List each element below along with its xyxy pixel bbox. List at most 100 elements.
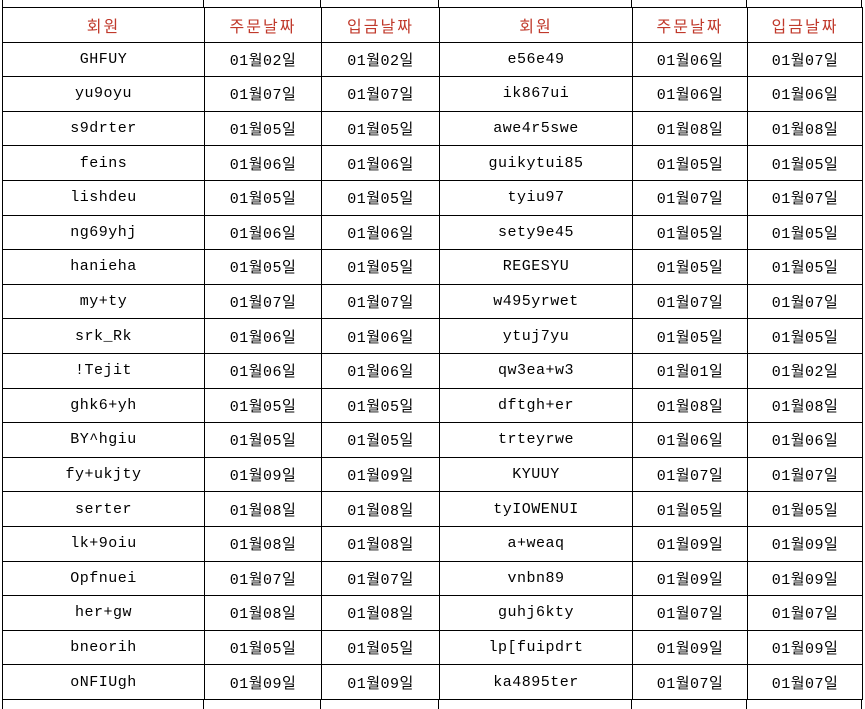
member-cell: KYUUY	[439, 456, 633, 493]
member-cell: BY^hgiu	[2, 422, 205, 458]
order-date-cell: 01월07일	[204, 283, 322, 320]
deposit-date-cell: 01월08일	[321, 491, 440, 527]
order-date-cell: 01월07일	[632, 456, 748, 493]
order-date-cell: 01월06일	[204, 318, 322, 354]
deposit-date-cell: 01월09일	[747, 560, 863, 597]
deposit-date-cell: 01월09일	[321, 664, 440, 700]
deposit-date-cell: 01월07일	[747, 283, 863, 320]
deposit-date-cell: 01월02일	[321, 41, 440, 78]
member-cell: bneorih	[2, 629, 205, 666]
cropped-row-above	[2, 0, 862, 7]
table-body: GHFUY 01월02일 01월02일 e56e49 01월06일 01월07일 yu9oy…	[2, 41, 863, 700]
deposit-date-cell: 01월09일	[747, 629, 863, 666]
member-cell: sety9e45	[439, 214, 633, 251]
order-date-cell: 01월06일	[632, 41, 748, 78]
member-cell: ng69yhj	[2, 214, 205, 251]
order-date-cell: 01월05일	[204, 422, 322, 458]
order-date-cell: 01월06일	[632, 422, 748, 458]
order-date-cell: 01월09일	[632, 525, 748, 562]
deposit-date-cell: 01월07일	[747, 41, 863, 78]
column-header-order-date: 주문날짜	[204, 7, 322, 43]
order-date-cell: 01월06일	[204, 145, 322, 181]
member-cell: fy+ukjty	[2, 456, 205, 493]
order-date-cell: 01월09일	[632, 560, 748, 597]
member-cell: awe4r5swe	[439, 110, 633, 147]
order-date-cell: 01월01일	[632, 352, 748, 389]
table-row: my+ty 01월07일 01월07일 w495yrwet 01월07일 01월07일	[2, 283, 863, 320]
deposit-date-cell: 01월07일	[747, 179, 863, 216]
deposit-date-cell: 01월08일	[747, 387, 863, 424]
deposit-date-cell: 01월06일	[747, 76, 863, 112]
order-date-cell: 01월05일	[632, 491, 748, 527]
member-cell: Opfnuei	[2, 560, 205, 597]
table-row: feins 01월06일 01월06일 guikytui85 01월05일 01월05일	[2, 145, 863, 181]
member-order-table: 회원 주문날짜 입금날짜 회원 주문날짜 입금날짜 GHFUY 01월02일 01월…	[2, 7, 863, 700]
member-cell: srk_Rk	[2, 318, 205, 354]
order-date-cell: 01월06일	[632, 76, 748, 112]
member-cell: REGESYU	[439, 249, 633, 285]
member-cell: lishdeu	[2, 179, 205, 216]
member-cell: tyIOWENUI	[439, 491, 633, 527]
order-date-cell: 01월05일	[204, 387, 322, 424]
table-row: !Tejit 01월06일 01월06일 qw3ea+w3 01월01일 01월02일	[2, 352, 863, 389]
order-date-cell: 01월07일	[632, 179, 748, 216]
order-date-cell: 01월09일	[204, 456, 322, 493]
order-date-cell: 01월06일	[204, 214, 322, 251]
member-cell: s9drter	[2, 110, 205, 147]
member-cell: ka4895ter	[439, 664, 633, 700]
member-cell: !Tejit	[2, 352, 205, 389]
deposit-date-cell: 01월05일	[321, 422, 440, 458]
order-date-cell: 01월08일	[204, 525, 322, 562]
member-cell: lk+9oiu	[2, 525, 205, 562]
table-row: GHFUY 01월02일 01월02일 e56e49 01월06일 01월07일	[2, 41, 863, 78]
column-header-deposit-date: 입금날짜	[321, 7, 440, 43]
deposit-date-cell: 01월05일	[321, 110, 440, 147]
order-date-cell: 01월05일	[632, 214, 748, 251]
member-cell: my+ty	[2, 283, 205, 320]
member-cell: serter	[2, 491, 205, 527]
deposit-date-cell: 01월08일	[321, 525, 440, 562]
deposit-date-cell: 01월05일	[321, 387, 440, 424]
member-cell: yu9oyu	[2, 76, 205, 112]
deposit-date-cell: 01월08일	[747, 110, 863, 147]
member-cell: guhj6kty	[439, 595, 633, 631]
order-date-cell: 01월05일	[204, 110, 322, 147]
member-cell: tyiu97	[439, 179, 633, 216]
order-date-cell: 01월05일	[204, 249, 322, 285]
column-header-deposit-date: 입금날짜	[747, 7, 863, 43]
column-header-member: 회원	[2, 7, 205, 43]
member-cell: dftgh+er	[439, 387, 633, 424]
cropped-row-below	[2, 699, 862, 709]
member-cell: ik867ui	[439, 76, 633, 112]
order-date-cell: 01월09일	[632, 629, 748, 666]
table-row: hanieha 01월05일 01월05일 REGESYU 01월05일 01월05일	[2, 249, 863, 285]
member-cell: guikytui85	[439, 145, 633, 181]
deposit-date-cell: 01월05일	[747, 249, 863, 285]
order-date-cell: 01월06일	[204, 352, 322, 389]
order-date-cell: 01월08일	[632, 110, 748, 147]
table-row: Opfnuei 01월07일 01월07일 vnbn89 01월09일 01월09일	[2, 560, 863, 597]
member-cell: oNFIUgh	[2, 664, 205, 700]
table-row: bneorih 01월05일 01월05일 lp[fuipdrt 01월09일 01월09…	[2, 629, 863, 666]
deposit-date-cell: 01월02일	[747, 352, 863, 389]
member-cell: GHFUY	[2, 41, 205, 78]
table-row: ng69yhj 01월06일 01월06일 sety9e45 01월05일 01월05일	[2, 214, 863, 251]
member-cell: hanieha	[2, 249, 205, 285]
table-row: yu9oyu 01월07일 01월07일 ik867ui 01월06일 01월06일	[2, 76, 863, 112]
member-cell: vnbn89	[439, 560, 633, 597]
table-row: her+gw 01월08일 01월08일 guhj6kty 01월07일 01월07일	[2, 595, 863, 631]
member-cell: trteyrwe	[439, 422, 633, 458]
deposit-date-cell: 01월06일	[321, 145, 440, 181]
deposit-date-cell: 01월05일	[321, 249, 440, 285]
order-date-cell: 01월07일	[632, 664, 748, 700]
order-date-cell: 01월08일	[204, 595, 322, 631]
order-date-cell: 01월08일	[632, 387, 748, 424]
table-row: lishdeu 01월05일 01월05일 tyiu97 01월07일 01월07일	[2, 179, 863, 216]
member-cell: a+weaq	[439, 525, 633, 562]
order-date-cell: 01월05일	[632, 318, 748, 354]
deposit-date-cell: 01월09일	[321, 456, 440, 493]
table-row: ghk6+yh 01월05일 01월05일 dftgh+er 01월08일 01월08일	[2, 387, 863, 424]
deposit-date-cell: 01월07일	[321, 283, 440, 320]
table-row: oNFIUgh 01월09일 01월09일 ka4895ter 01월07일 01월07일	[2, 664, 863, 700]
